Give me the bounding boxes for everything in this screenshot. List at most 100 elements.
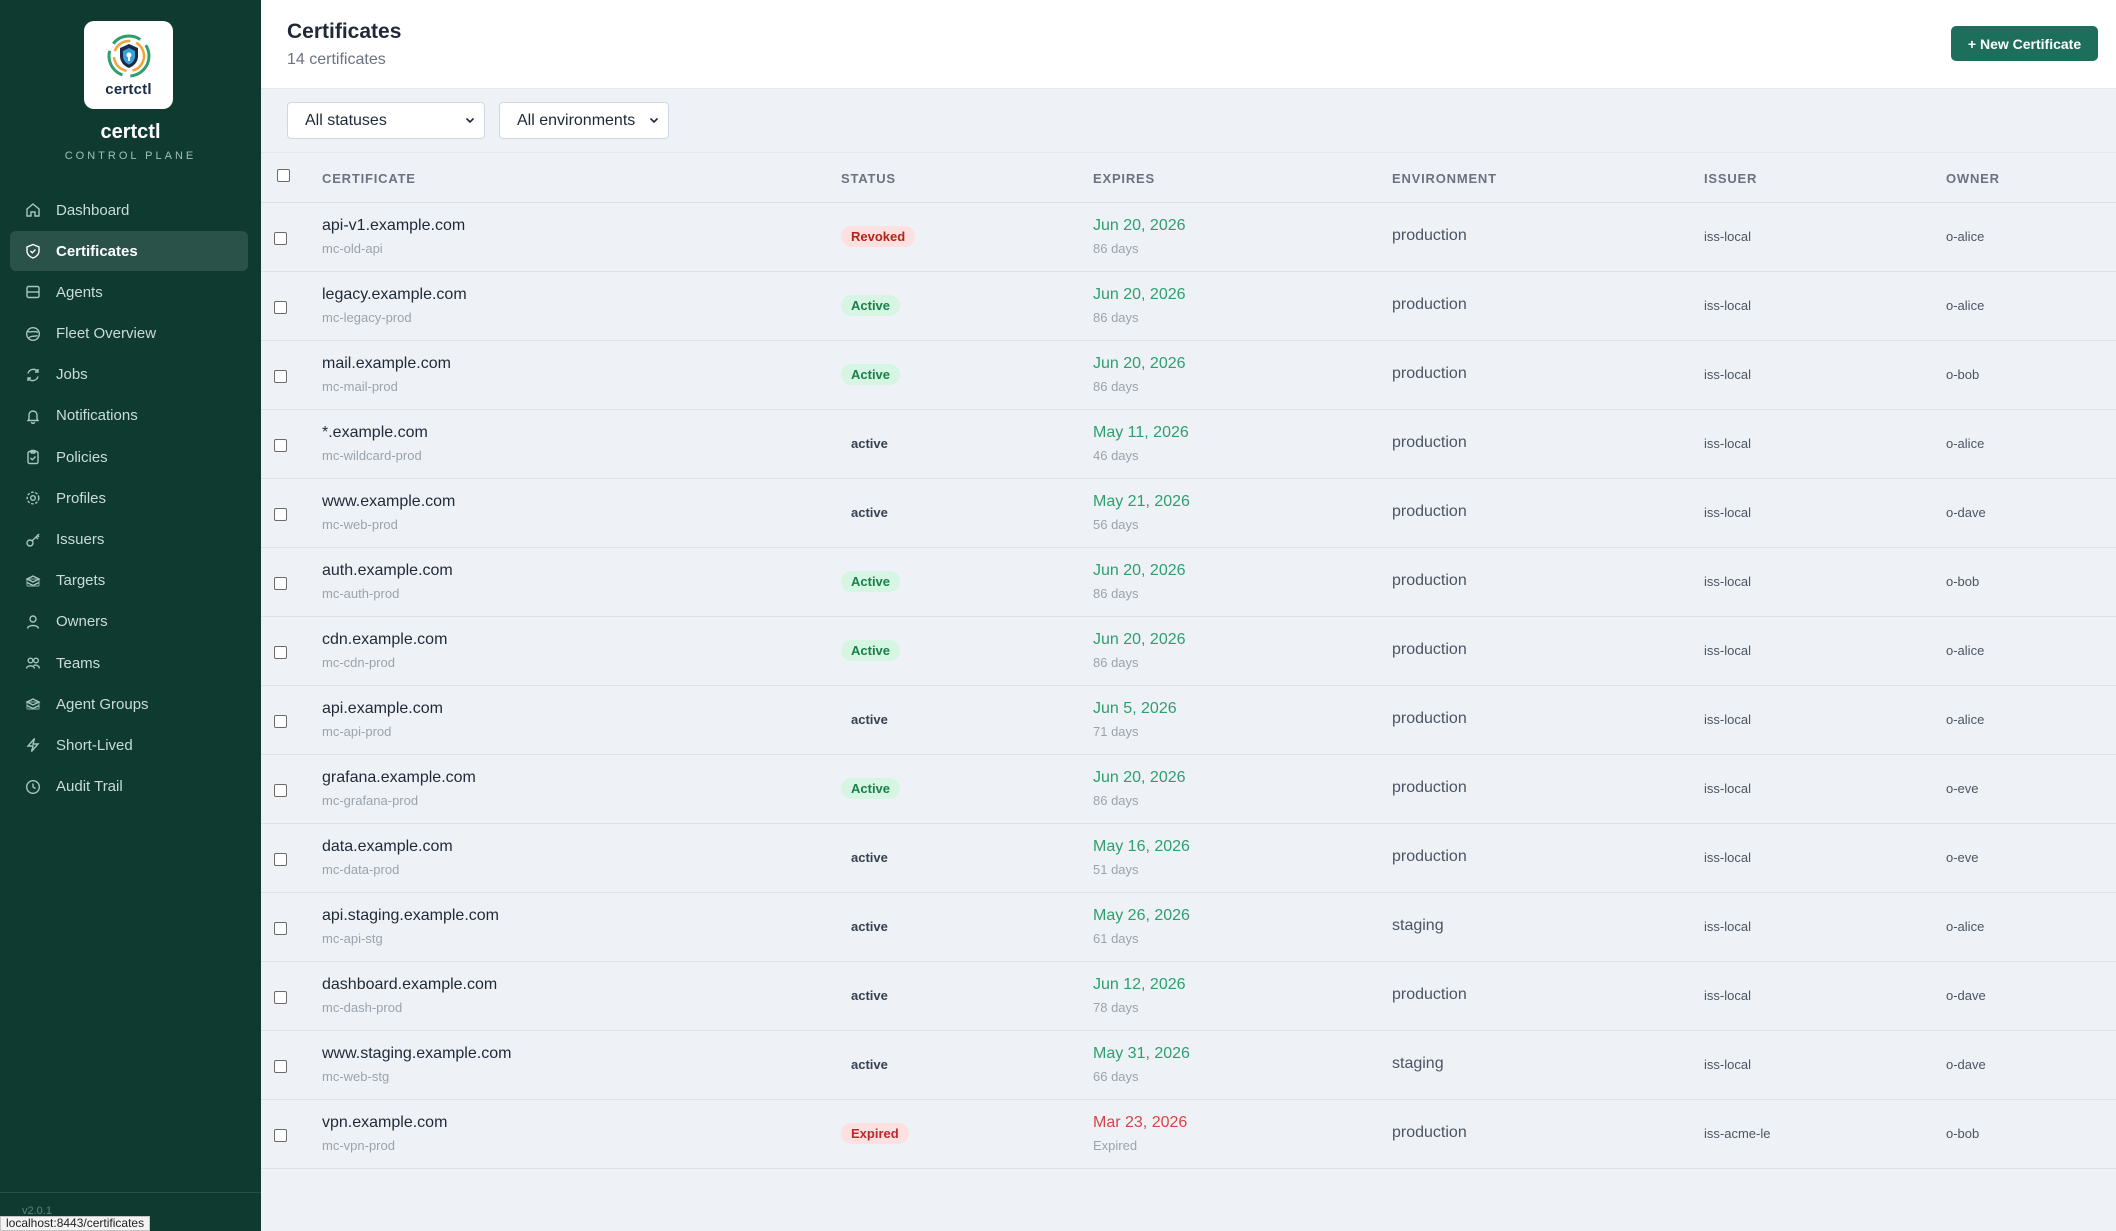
table-row[interactable]: api-v1.example.com mc-old-api Revoked Jun 2… (261, 203, 2116, 272)
home-icon (24, 201, 42, 219)
sidebar-item-notifications[interactable]: Notifications (10, 396, 248, 436)
row-checkbox[interactable] (274, 784, 287, 797)
sidebar-item-targets[interactable]: Targets (10, 561, 248, 601)
expiry-date: Jun 20, 2026 (1093, 286, 1186, 303)
app-subtitle: CONTROL PLANE (64, 150, 197, 162)
sidebar-item-profiles[interactable]: Profiles (10, 478, 248, 518)
certificate-id: mc-wildcard-prod (322, 448, 422, 463)
sidebar-divider (0, 1192, 261, 1193)
environment-filter-select[interactable]: All environments (499, 102, 669, 139)
sidebar-item-short-lived[interactable]: Short-Lived (10, 725, 248, 765)
sidebar-item-label: Teams (56, 654, 101, 672)
table-row[interactable]: *.example.com mc-wildcard-prod active May 1… (261, 410, 2116, 479)
row-checkbox[interactable] (274, 301, 287, 314)
row-checkbox[interactable] (274, 715, 287, 728)
certificate-name[interactable]: dashboard.example.com (322, 976, 498, 993)
table-row[interactable]: cdn.example.com mc-cdn-prod Active Jun 20, … (261, 617, 2116, 686)
environment: staging (1392, 1055, 1444, 1072)
certificate-id: mc-grafana-prod (322, 793, 419, 808)
table-row[interactable]: grafana.example.com mc-grafana-prod Active… (261, 755, 2116, 824)
sidebar-item-owners[interactable]: Owners (10, 602, 248, 642)
issuer: iss-local (1704, 850, 1751, 865)
sidebar-item-label: Notifications (56, 407, 138, 425)
owner: o-dave (1946, 1057, 1986, 1072)
clipboard-icon (24, 448, 42, 466)
column-header-owner[interactable]: OWNER (1946, 171, 2000, 186)
status-badge: active (851, 850, 888, 865)
owner: o-alice (1946, 919, 1985, 934)
certificate-name[interactable]: www.example.com (322, 493, 456, 510)
column-header-certificate[interactable]: CERTIFICATE (322, 171, 416, 186)
row-checkbox[interactable] (274, 646, 287, 659)
row-checkbox[interactable] (274, 853, 287, 866)
column-header-environment[interactable]: ENVIRONMENT (1392, 171, 1497, 186)
table-row[interactable]: mail.example.com mc-mail-prod Active Jun 20… (261, 341, 2116, 410)
table-row[interactable]: auth.example.com mc-auth-prod Active Jun 20… (261, 548, 2116, 617)
column-header-expires[interactable]: EXPIRES (1093, 171, 1155, 186)
table-row[interactable]: www.example.com mc-web-prod active May 21, … (261, 479, 2116, 548)
sidebar-item-fleet-overview[interactable]: Fleet Overview (10, 314, 248, 354)
issuer: iss-local (1704, 781, 1751, 796)
certificate-name[interactable]: cdn.example.com (322, 631, 448, 648)
issuer: iss-local (1704, 919, 1751, 934)
table-row[interactable]: www.staging.example.com mc-web-stg active M… (261, 1031, 2116, 1100)
sidebar-item-certificates[interactable]: Certificates (10, 231, 248, 272)
row-checkbox[interactable] (274, 991, 287, 1004)
days-remaining: 71 days (1093, 724, 1139, 739)
environment-filter-value: All environments (517, 111, 636, 129)
table-row[interactable]: vpn.example.com mc-vpn-prod Expired Mar 23,… (261, 1100, 2116, 1169)
server-icon (24, 283, 42, 301)
certificate-name[interactable]: data.example.com (322, 838, 453, 855)
sidebar-item-dashboard[interactable]: Dashboard (10, 190, 248, 230)
table-row[interactable]: data.example.com mc-data-prod active May 16… (261, 824, 2116, 893)
certificate-name[interactable]: api.example.com (322, 700, 443, 717)
days-remaining: 61 days (1093, 931, 1139, 946)
certificate-name[interactable]: api.staging.example.com (322, 907, 499, 924)
expiry-date: Jun 12, 2026 (1093, 976, 1186, 993)
sidebar-item-issuers[interactable]: Issuers (10, 520, 248, 560)
days-remaining: 78 days (1093, 1000, 1139, 1015)
certificate-name[interactable]: auth.example.com (322, 562, 453, 579)
sidebar-item-jobs[interactable]: Jobs (10, 355, 248, 395)
certificate-name[interactable]: vpn.example.com (322, 1114, 448, 1131)
sidebar-item-audit-trail[interactable]: Audit Trail (10, 767, 248, 807)
row-checkbox[interactable] (274, 370, 287, 383)
column-header-issuer[interactable]: ISSUER (1704, 171, 1758, 186)
issuer: iss-local (1704, 1057, 1751, 1072)
row-checkbox[interactable] (274, 577, 287, 590)
expiry-date: May 16, 2026 (1093, 838, 1190, 855)
sidebar-item-agents[interactable]: Agents (10, 272, 248, 312)
row-checkbox[interactable] (274, 439, 287, 452)
table-row[interactable]: api.staging.example.com mc-api-stg active M… (261, 893, 2116, 962)
certificate-name[interactable]: legacy.example.com (322, 286, 467, 303)
column-header-status[interactable]: STATUS (841, 171, 896, 186)
row-checkbox[interactable] (274, 1129, 287, 1142)
row-checkbox[interactable] (274, 922, 287, 935)
table-row[interactable]: dashboard.example.com mc-dash-prod active J… (261, 962, 2116, 1031)
certificate-name[interactable]: *.example.com (322, 424, 428, 441)
row-checkbox[interactable] (274, 1060, 287, 1073)
environment: production (1392, 365, 1467, 382)
certificate-name[interactable]: www.staging.example.com (322, 1045, 512, 1062)
environment: production (1392, 572, 1467, 589)
row-checkbox[interactable] (274, 508, 287, 521)
table-row[interactable]: legacy.example.com mc-legacy-prod Active Ju… (261, 272, 2116, 341)
select-all-checkbox[interactable] (277, 169, 290, 182)
environment: production (1392, 503, 1467, 520)
shield-icon (24, 242, 42, 260)
sidebar-item-teams[interactable]: Teams (10, 643, 248, 683)
certificate-name[interactable]: api-v1.example.com (322, 217, 466, 234)
logo[interactable]: certctl (84, 21, 173, 109)
owner: o-alice (1946, 712, 1985, 727)
new-certificate-button[interactable]: + New Certificate (1951, 26, 2098, 61)
certificate-name[interactable]: grafana.example.com (322, 769, 476, 786)
certificate-name[interactable]: mail.example.com (322, 355, 451, 372)
status-filter-select[interactable]: All statuses (287, 102, 485, 139)
owner: o-bob (1946, 574, 1980, 589)
sidebar-item-agent-groups[interactable]: Agent Groups (10, 684, 248, 724)
status-badge: Active (841, 571, 901, 592)
row-checkbox[interactable] (274, 232, 287, 245)
status-badge: Active (841, 364, 901, 385)
table-row[interactable]: api.example.com mc-api-prod active Jun 5, 2… (261, 686, 2116, 755)
sidebar-item-policies[interactable]: Policies (10, 437, 248, 477)
